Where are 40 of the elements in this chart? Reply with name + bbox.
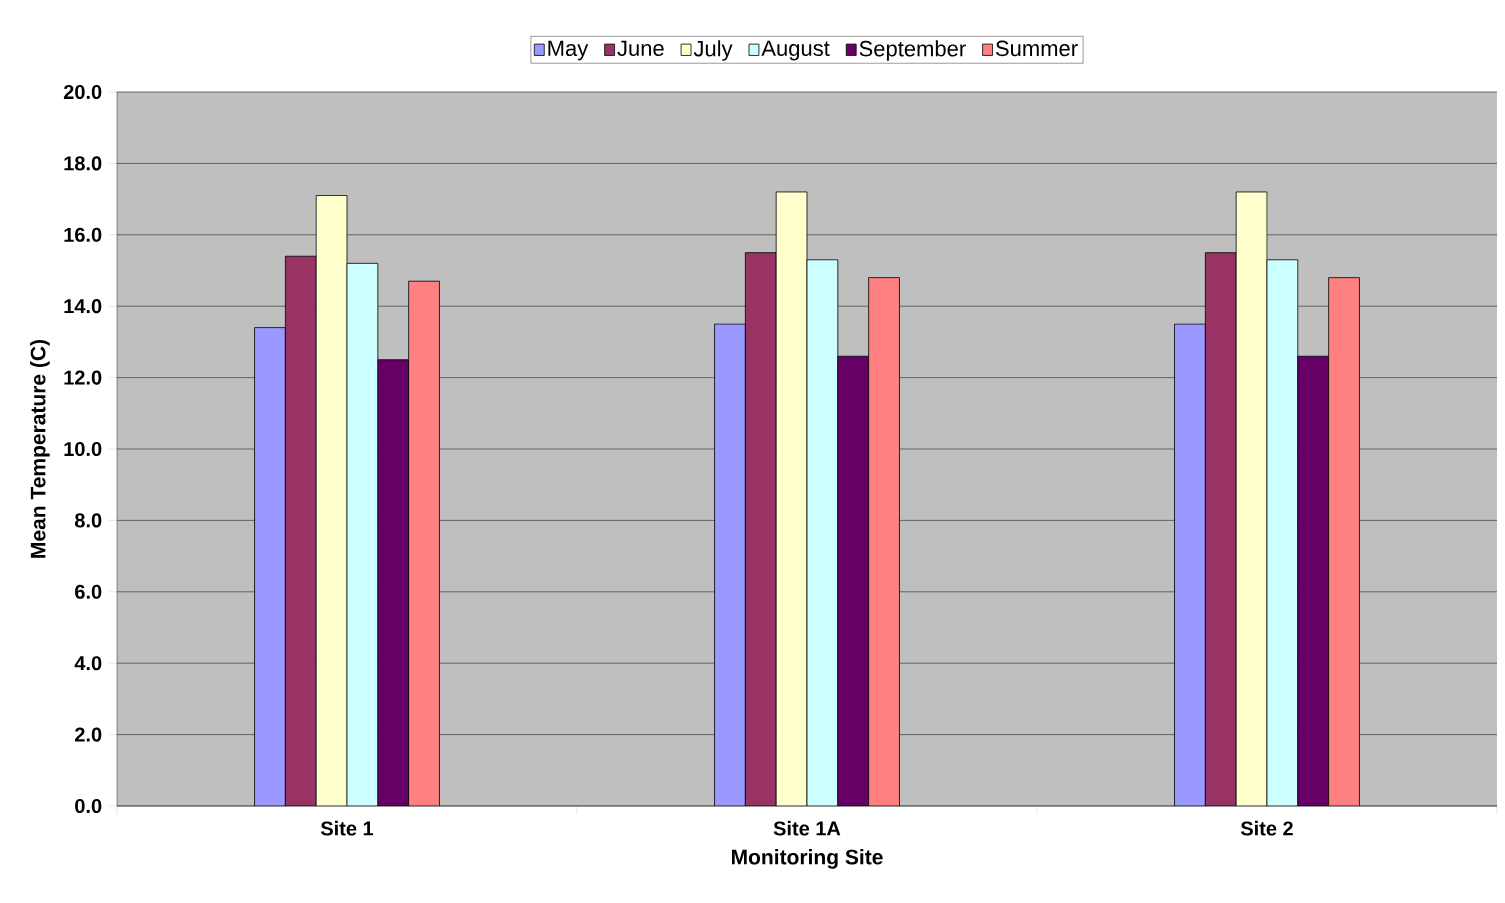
bar [806,259,839,806]
bar [1204,252,1237,806]
x-tick-label: Site 2 [1240,820,1293,836]
bar [408,280,440,806]
y-tick-label: 10.0 [64,441,102,457]
y-tick-label: 12.0 [64,370,102,385]
y-tick-label: 18.0 [64,156,102,171]
y-tick-label: 0.0 [75,798,102,814]
y-tick-label: 4.0 [74,656,102,671]
bar [868,277,900,806]
y-tick-label: 2.0 [75,727,102,742]
bar [1297,355,1330,806]
bar [1328,277,1360,806]
x-tick-label: Site 1A [773,820,841,836]
y-tick-label: 8.0 [74,513,102,528]
legend-label: August [761,40,830,61]
y-tick-label: 20.0 [63,84,102,100]
bar [346,262,379,806]
legend-label: June [617,40,664,57]
bar [1174,323,1206,806]
bar [315,195,348,806]
legend-label: May [548,40,589,61]
bar [377,359,410,806]
bar [744,252,777,806]
legend-label: July [693,40,733,61]
y-axis-title: Mean Temperature (C) [30,340,50,558]
bar [714,323,746,806]
bar [254,327,286,806]
legend-label: Summer [995,40,1078,57]
bar [1266,259,1299,806]
x-axis-title: Monitoring Site [732,849,883,869]
y-tick-label: 6.0 [75,584,102,599]
x-tick-label: Site 1 [320,820,374,836]
bar [1235,191,1268,806]
bar [837,355,870,806]
bar [284,255,317,806]
bar [775,191,808,806]
y-tick-label: 14.0 [64,299,102,314]
y-tick-label: 16.0 [64,227,102,242]
legend-label: September [859,40,966,61]
